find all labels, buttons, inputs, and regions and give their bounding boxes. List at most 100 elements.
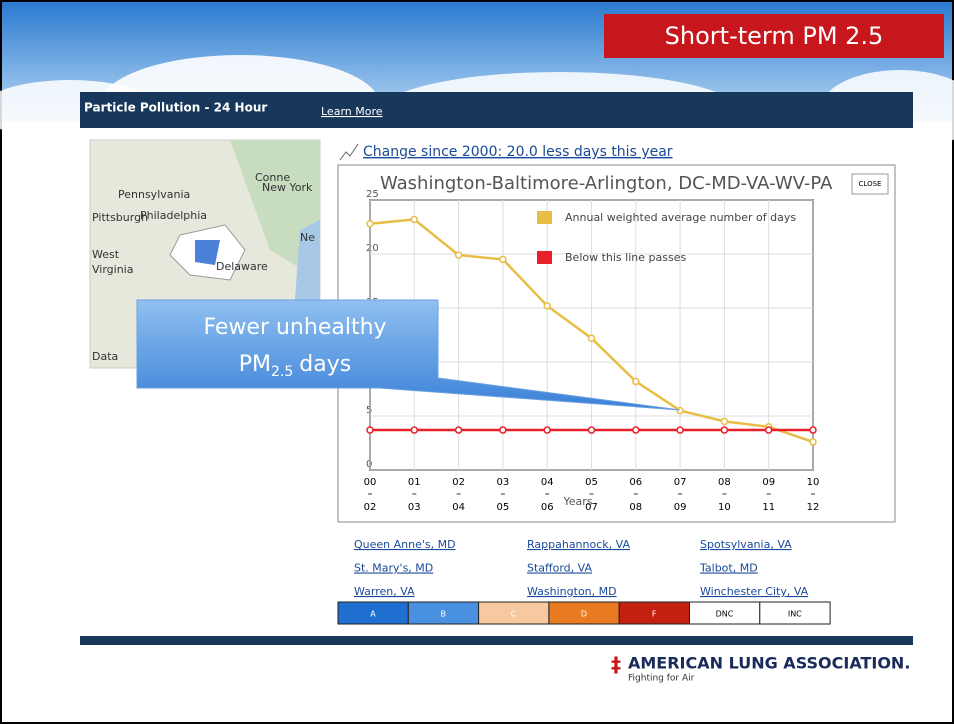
county-link[interactable]: Talbot, MD: [699, 562, 758, 575]
x-tick-label: 02: [364, 502, 377, 513]
map-label: Philadelphia: [140, 209, 207, 222]
x-tick-label: 05: [585, 477, 598, 488]
x-tick-label: 05: [497, 502, 510, 513]
x-axis-label: Years: [562, 495, 592, 508]
x-tick-label: 00: [364, 477, 377, 488]
map-label: New York: [262, 181, 313, 194]
x-tick-label: 04: [541, 477, 554, 488]
chart-title: Washington-Baltimore-Arlington, DC-MD-VA…: [380, 173, 833, 194]
grade-label: B: [441, 610, 447, 619]
map-label: Data: [92, 350, 118, 363]
callout-line1: Fewer unhealthy: [203, 315, 386, 340]
point: [499, 426, 507, 434]
footer-tagline: Fighting for Air: [628, 674, 695, 684]
point: [499, 255, 507, 264]
y-tick-label: 5: [366, 405, 372, 416]
x-tick-label: 03: [408, 502, 421, 513]
county-link[interactable]: Stafford, VA: [527, 562, 592, 575]
slide-title: Short-term PM 2.5: [665, 22, 884, 50]
footer-org: AMERICAN LUNG ASSOCIATION.: [628, 654, 910, 673]
panel-header: [80, 92, 913, 128]
county-link[interactable]: Warren, VA: [354, 585, 415, 598]
point: [587, 334, 596, 342]
point: [366, 426, 374, 434]
point: [366, 220, 374, 228]
legend-swatch: [537, 211, 552, 224]
point: [720, 426, 729, 434]
x-tick-label: 01: [408, 477, 421, 488]
map-label: Delaware: [216, 260, 268, 273]
map-label: Pittsburgh: [92, 211, 148, 224]
point: [632, 426, 640, 434]
point: [410, 426, 419, 434]
x-tick-label: 10: [718, 502, 731, 513]
map-label: Virginia: [92, 263, 133, 276]
y-tick-label: 25: [366, 189, 379, 200]
map-label: Conne: [255, 171, 290, 184]
x-tick-label: 10: [807, 477, 820, 488]
x-tick-label: 04: [452, 502, 465, 513]
point: [720, 417, 729, 426]
trend-icon: [339, 143, 359, 161]
county-link[interactable]: Spotsylvania, VA: [700, 538, 792, 551]
x-tick-label: 06: [541, 502, 554, 513]
callout: [136, 299, 681, 411]
point: [454, 426, 463, 434]
x-tick-label: 07: [674, 477, 687, 488]
map-label: West: [92, 248, 120, 261]
point: [676, 406, 684, 415]
callout-days: days: [299, 352, 351, 377]
x-tick-label: 12: [807, 502, 820, 513]
grade-label: C: [511, 610, 517, 619]
x-tick-label: 07: [585, 502, 598, 513]
change-link[interactable]: Change since 2000: 20.0 less days this y…: [363, 144, 673, 160]
point: [587, 426, 596, 434]
panel-footer: [80, 636, 913, 645]
point: [454, 251, 463, 259]
y-tick-label: 20: [366, 243, 379, 254]
x-tick-label: 06: [629, 477, 642, 488]
point: [543, 302, 551, 310]
close-button[interactable]: [851, 173, 889, 195]
logo-cross: ‡: [611, 653, 621, 677]
point: [543, 426, 551, 434]
x-tick-label: 08: [629, 502, 642, 513]
x-tick-label: 03: [497, 477, 510, 488]
map-region: [230, 140, 320, 280]
callout-pm: PM: [239, 352, 271, 377]
callout-line2: PM2.5 days: [239, 352, 351, 380]
callout-sub: 2.5: [271, 364, 293, 380]
point: [764, 426, 773, 434]
x-tick-label: 08: [718, 477, 731, 488]
close-label[interactable]: CLOSE: [859, 180, 882, 188]
lower: Queen Anne's, MD Rappahannock, VA Spotsylv…: [337, 538, 831, 625]
county-link[interactable]: Queen Anne's, MD: [354, 538, 456, 551]
title-box: [604, 14, 944, 58]
county-link[interactable]: Washington, MD: [527, 585, 617, 598]
legend-swatch: [537, 251, 552, 264]
chart: Washington-Baltimore-Arlington, DC-MD-VA…: [364, 173, 833, 513]
point: [676, 426, 684, 434]
x-tick-label: 02: [452, 477, 465, 488]
x-tick-label: 11: [762, 502, 775, 513]
county-b: [195, 240, 220, 265]
x-tick-label: 09: [674, 502, 687, 513]
y-tick-label: 0: [366, 459, 372, 470]
point: [809, 426, 817, 434]
map-label: Ne: [300, 231, 315, 244]
county-link[interactable]: St. Mary's, MD: [354, 562, 433, 575]
x-tick-label: 09: [762, 477, 775, 488]
grade-label: DNC: [716, 610, 734, 619]
county-link[interactable]: Rappahannock, VA: [527, 538, 630, 551]
legend-label: Annual weighted average number of days: [565, 211, 796, 224]
county-link[interactable]: Winchester City, VA: [700, 585, 809, 598]
map-label: Pennsylvania: [118, 188, 190, 201]
learn-more[interactable]: Learn More: [321, 105, 383, 118]
point: [410, 215, 419, 224]
grade-label: A: [370, 610, 376, 619]
grade-label: D: [581, 610, 587, 619]
grade-label: INC: [788, 610, 802, 619]
panel-title: Particle Pollution - 24 Hour: [84, 101, 267, 115]
point: [632, 377, 640, 386]
